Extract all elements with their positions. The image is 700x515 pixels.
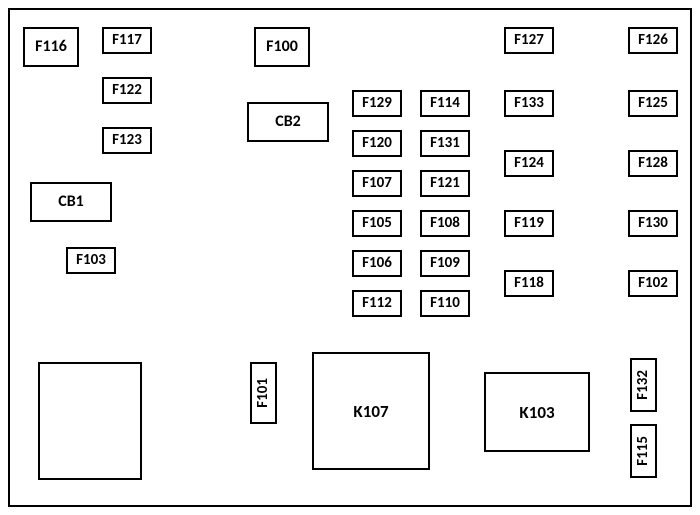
fuse-f124: F124 xyxy=(504,150,554,177)
fuse-f117: F117 xyxy=(102,27,152,54)
fuse-k107: K107 xyxy=(312,352,430,470)
fuse-diagram: F116 F117 F122 F123 CB1 F103 F100 CB2 F129 F120 F1… xyxy=(0,0,700,515)
fuse-f107: F107 xyxy=(352,170,402,197)
fuse-f131: F131 xyxy=(420,130,470,157)
fuse-f118: F118 xyxy=(504,270,554,297)
fuse-f115: F115 xyxy=(630,424,657,478)
fuse-f126: F126 xyxy=(628,27,678,54)
fuse-f116: F116 xyxy=(23,27,79,67)
fuse-f105: F105 xyxy=(352,210,402,237)
fuse-f103: F103 xyxy=(66,247,116,274)
fuse-f132: F132 xyxy=(630,358,657,412)
fuse-f122: F122 xyxy=(102,77,152,104)
fuse-f125: F125 xyxy=(628,90,678,117)
fuse-cb1: CB1 xyxy=(30,182,112,222)
fuse-f108: F108 xyxy=(420,210,470,237)
fuse-f102: F102 xyxy=(628,270,678,297)
fuse-f101: F101 xyxy=(250,362,277,424)
fuse-f114: F114 xyxy=(420,90,470,117)
fuse-f100: F100 xyxy=(254,27,310,67)
fuse-blank xyxy=(38,362,142,480)
fuse-f133: F133 xyxy=(504,90,554,117)
fuse-f109: F109 xyxy=(420,250,470,277)
fuse-k103: K103 xyxy=(484,372,590,452)
fuse-f121: F121 xyxy=(420,170,470,197)
fuse-cb2: CB2 xyxy=(247,102,329,142)
fuse-f120: F120 xyxy=(352,130,402,157)
fuse-f112: F112 xyxy=(352,290,402,317)
fuse-f119: F119 xyxy=(504,210,554,237)
fuse-f106: F106 xyxy=(352,250,402,277)
fuse-f123: F123 xyxy=(102,127,152,154)
fuse-f129: F129 xyxy=(352,90,402,117)
fuse-f110: F110 xyxy=(420,290,470,317)
fuse-f130: F130 xyxy=(628,210,678,237)
fuse-f128: F128 xyxy=(628,150,678,177)
fuse-f127: F127 xyxy=(504,27,554,54)
